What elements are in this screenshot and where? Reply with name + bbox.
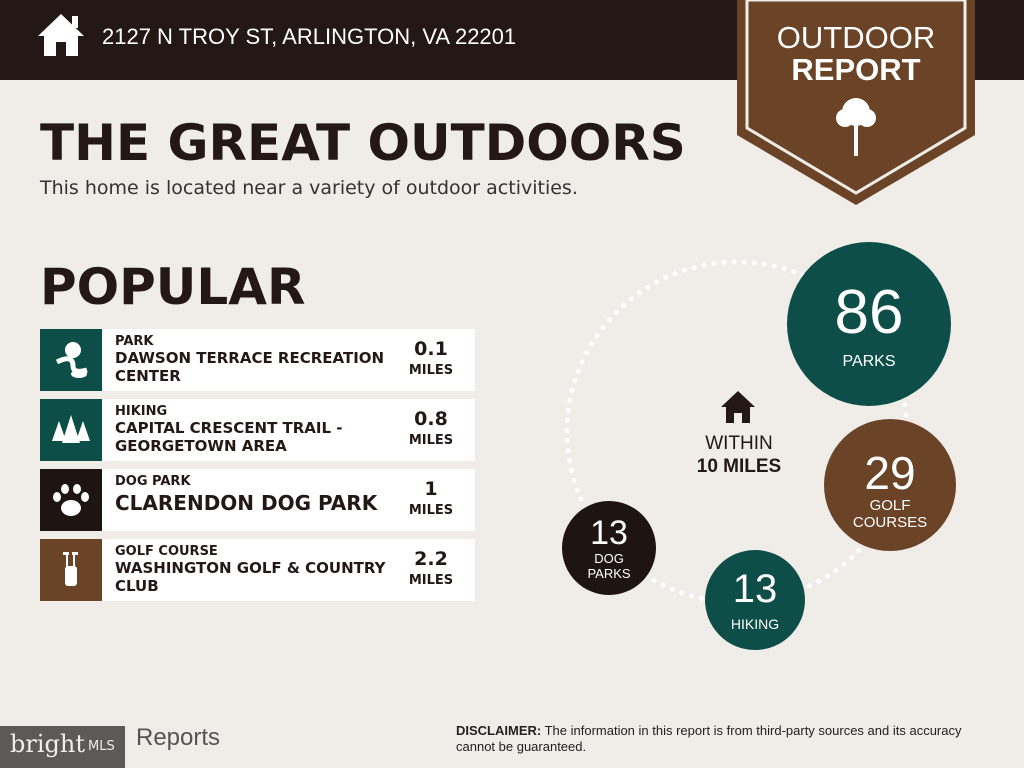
list-item: DOG PARK CLARENDON DOG PARK 1 MILES <box>40 469 475 531</box>
parks-value: 86 <box>834 278 904 347</box>
golf-label1: GOLF <box>869 497 911 514</box>
item-distance: 1 <box>424 478 438 500</box>
disclaimer: DISCLAIMER: The information in this repo… <box>456 723 996 755</box>
item-unit: MILES <box>408 573 454 588</box>
golf-label2: COURSES <box>852 514 928 531</box>
tree-icon <box>836 98 876 156</box>
item-category: DOG PARK <box>115 474 191 489</box>
item-name: WASHINGTON GOLF & COUNTRY CLUB <box>115 559 386 595</box>
item-unit: MILES <box>408 433 454 448</box>
list-item: HIKING CAPITAL CRESCENT TRAIL - GEORGETO… <box>40 399 475 461</box>
item-category: HIKING <box>115 404 168 419</box>
item-name: CAPITAL CRESCENT TRAIL - GEORGETOWN AREA <box>115 419 343 455</box>
within-line1: WITHIN <box>705 433 773 454</box>
page-title: THE GREAT OUTDOORS <box>40 114 686 172</box>
parks-label: PARKS <box>842 353 896 370</box>
dog-parks-count: 13 DOG PARKS <box>562 501 656 595</box>
home-icon <box>38 14 84 56</box>
trees-icon <box>40 399 102 461</box>
list-item: PARK DAWSON TERRACE RECREATION CENTER 0.… <box>40 329 475 391</box>
parks-count: 86 PARKS <box>787 242 951 406</box>
item-name: DAWSON TERRACE RECREATION CENTER <box>115 349 385 385</box>
hiking-label: HIKING <box>730 616 780 632</box>
paw-icon <box>40 469 102 531</box>
dog-value: 13 <box>590 514 628 552</box>
outdoor-report-badge <box>737 0 975 205</box>
item-distance: 2.2 <box>414 548 448 570</box>
disclaimer-label: DISCLAIMER: <box>456 723 542 738</box>
home-icon <box>721 391 755 423</box>
bright-mls-logo: bright MLS <box>0 726 125 768</box>
within-label: WITHIN 10 MILES <box>660 432 818 478</box>
hiking-value: 13 <box>732 567 778 611</box>
park-icon <box>40 329 102 391</box>
item-unit: MILES <box>408 363 454 378</box>
item-distance: 0.1 <box>414 338 448 360</box>
badge-line1: OUTDOOR <box>776 20 936 55</box>
address: 2127 N TROY ST, ARLINGTON, VA 22201 <box>102 24 517 49</box>
item-name: CLARENDON DOG PARK <box>115 491 378 515</box>
item-unit: MILES <box>408 503 454 518</box>
dog-label1: DOG <box>594 551 624 566</box>
hiking-count: 13 HIKING <box>705 550 805 650</box>
within-line2: 10 MILES <box>696 456 782 477</box>
item-distance: 0.8 <box>414 408 448 430</box>
item-category: GOLF COURSE <box>115 544 218 559</box>
golf-bag-icon <box>40 539 102 601</box>
reports-brand: Reports <box>136 724 221 751</box>
list-item: GOLF COURSE WASHINGTON GOLF & COUNTRY CL… <box>40 539 475 601</box>
page-subtitle: This home is located near a variety of o… <box>40 177 578 199</box>
disclaimer-text: The information in this report is from t… <box>456 723 962 754</box>
golf-value: 29 <box>864 447 916 499</box>
item-category: PARK <box>115 334 154 349</box>
badge-line2: REPORT <box>791 52 921 87</box>
dog-label2: PARKS <box>587 566 631 581</box>
golf-count: 29 GOLF COURSES <box>824 419 956 551</box>
popular-heading: POPULAR <box>40 258 306 316</box>
